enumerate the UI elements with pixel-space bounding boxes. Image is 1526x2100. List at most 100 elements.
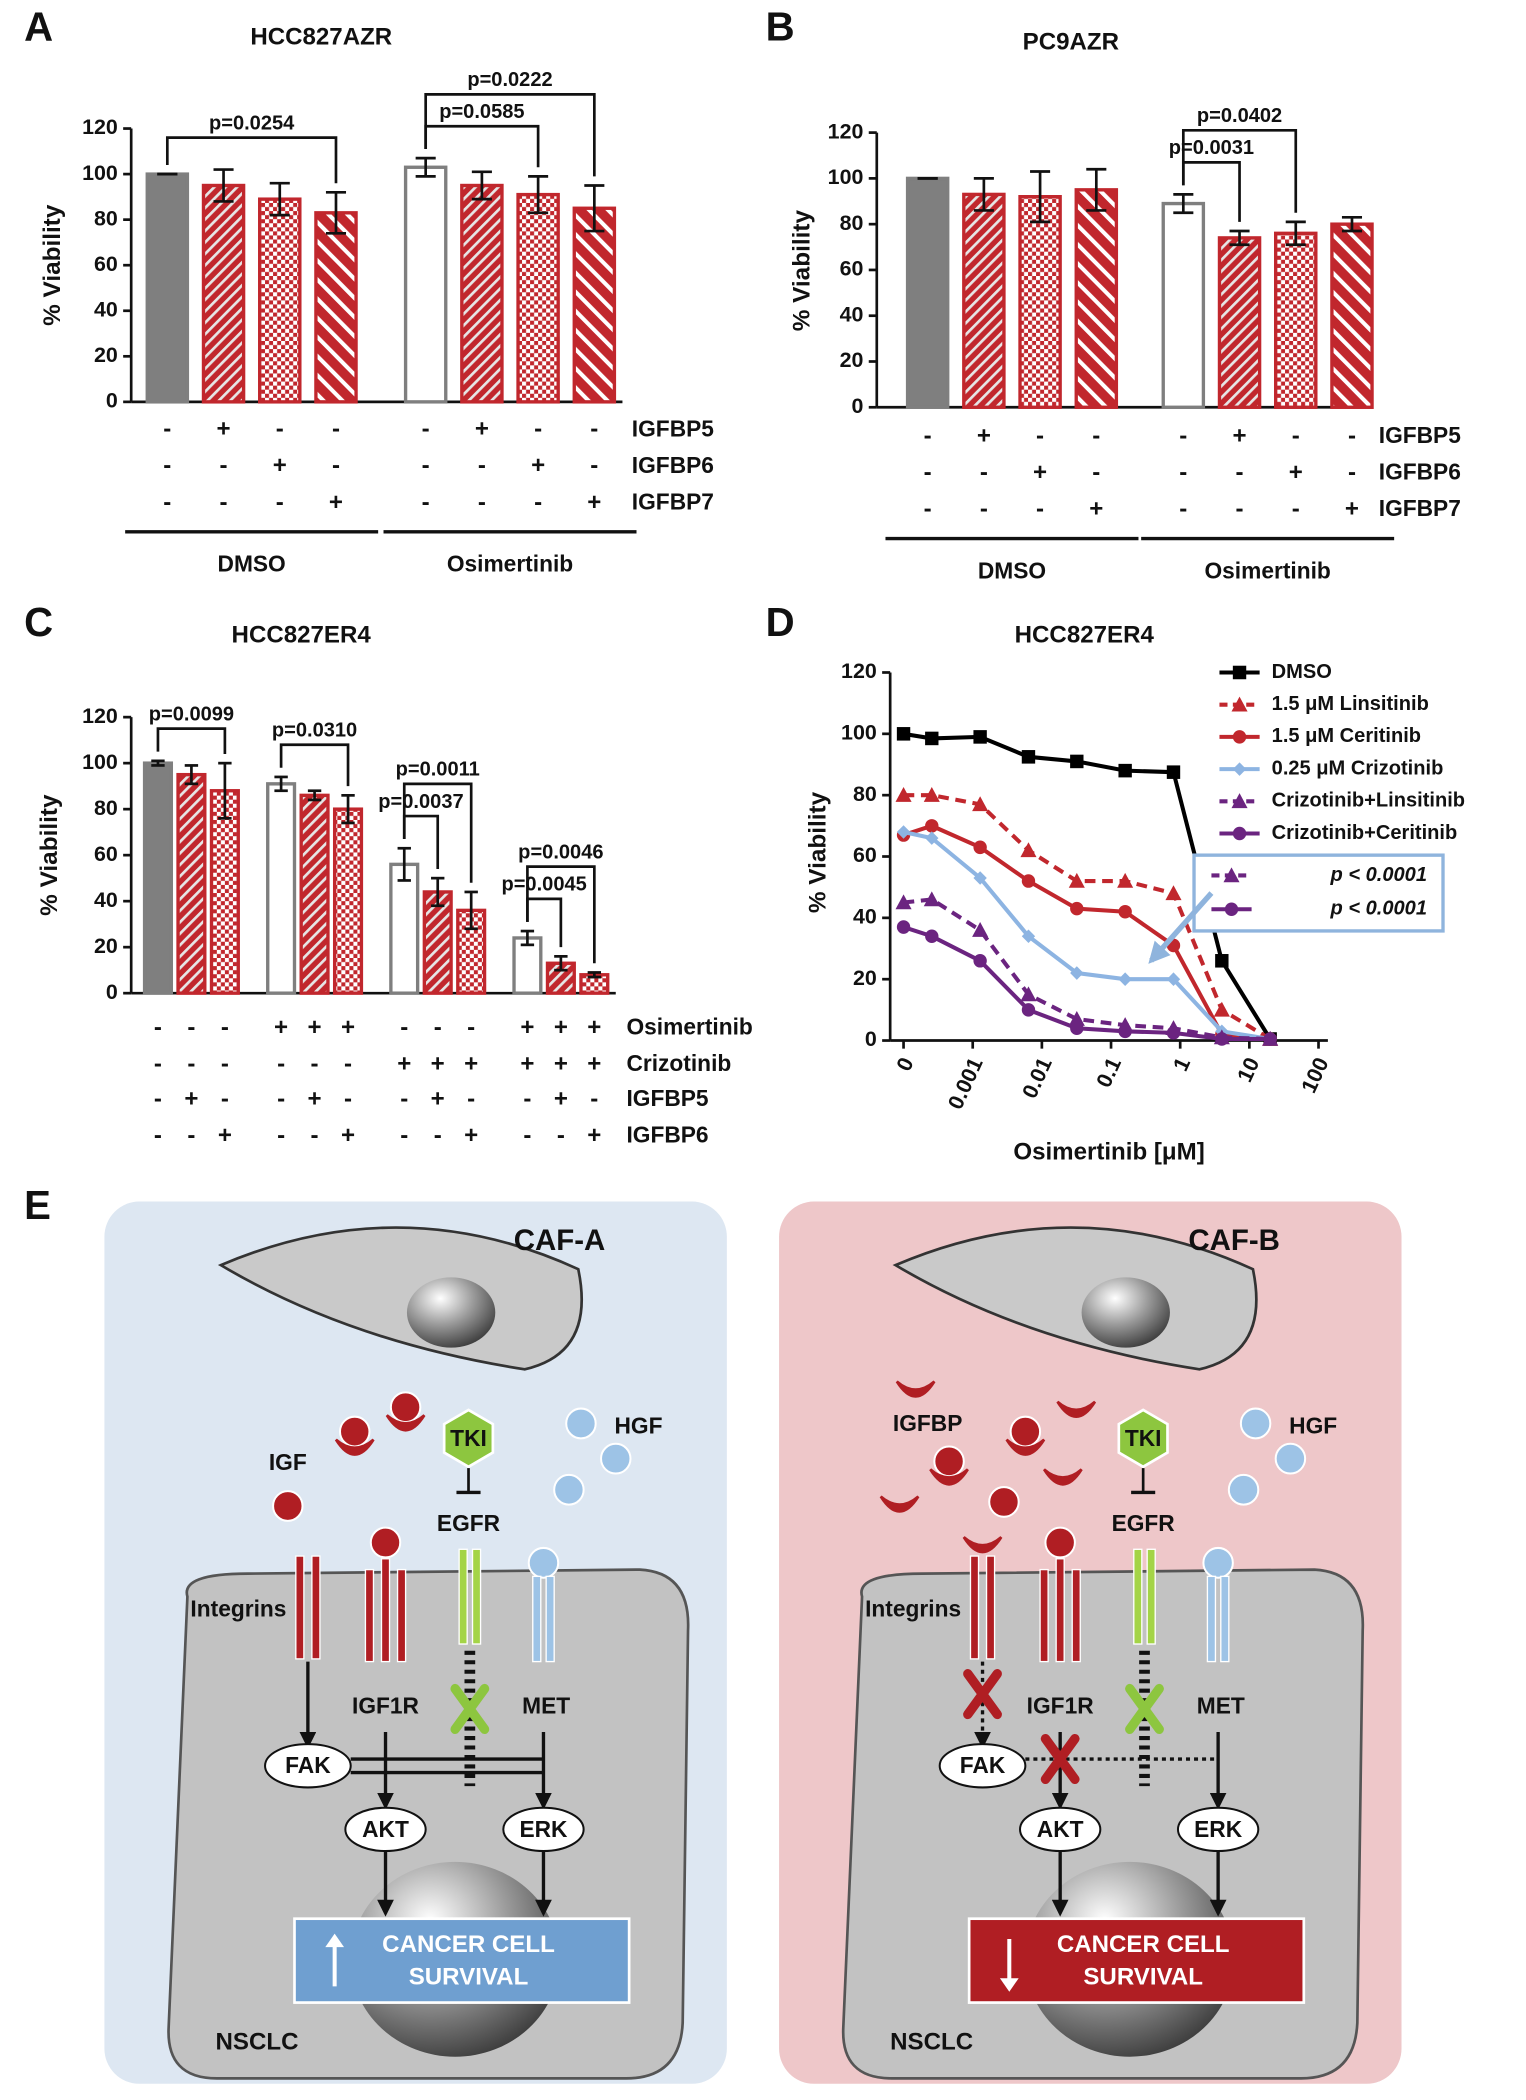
y-tick-label: 60 bbox=[94, 252, 118, 276]
marker bbox=[925, 831, 939, 845]
marker bbox=[1215, 1032, 1229, 1046]
survival-arrowhead bbox=[999, 1978, 1019, 1992]
tki-hexagon bbox=[442, 1408, 495, 1469]
condition-sign: - bbox=[163, 452, 171, 479]
egfr-label: EGFR bbox=[1112, 1510, 1176, 1536]
caf-cell bbox=[892, 1226, 1258, 1371]
p-value: p=0.0037 bbox=[378, 791, 463, 813]
x-tick-label: 0.001 bbox=[943, 1054, 987, 1113]
error-bar bbox=[184, 764, 199, 786]
panel-label: D bbox=[766, 599, 795, 645]
cell-label: NSCLC bbox=[216, 2028, 299, 2055]
y-tick-label: 100 bbox=[82, 750, 118, 774]
condition-sign: + bbox=[217, 416, 231, 443]
y-tick-label: 20 bbox=[94, 934, 118, 958]
error-bar bbox=[218, 761, 232, 820]
y-axis-label: % Viability bbox=[789, 209, 816, 331]
condition-sign: - bbox=[534, 416, 542, 443]
marker bbox=[972, 921, 989, 937]
significance-bracket: p=0.0222 bbox=[424, 69, 596, 177]
bar bbox=[403, 165, 448, 404]
condition-sign: - bbox=[422, 489, 430, 516]
igfbp bbox=[334, 1438, 375, 1456]
x-tick-label: 10 bbox=[1233, 1054, 1265, 1086]
panel-label: E bbox=[24, 1182, 51, 1228]
integrins-label: Integrins bbox=[865, 1595, 961, 1621]
condition-sign: - bbox=[332, 416, 340, 443]
bar bbox=[266, 782, 297, 995]
condition-sign: - bbox=[163, 489, 171, 516]
condition-sign: - bbox=[478, 489, 486, 516]
condition-sign: - bbox=[924, 422, 932, 449]
survival-box bbox=[967, 1917, 1306, 2004]
error-bar bbox=[528, 175, 549, 215]
condition-sign: - bbox=[187, 1050, 195, 1077]
bar bbox=[209, 789, 240, 995]
igfbp-label: IGFBP bbox=[893, 1410, 962, 1436]
x-axis-label: Osimertinib [μM] bbox=[1013, 1138, 1204, 1165]
receptor bbox=[1133, 1548, 1143, 1645]
erk-label: ERK bbox=[1194, 1816, 1242, 1842]
condition-sign: - bbox=[154, 1122, 162, 1149]
marker bbox=[1118, 1024, 1132, 1039]
condition-sign: + bbox=[273, 452, 287, 479]
condition-sign: - bbox=[924, 495, 932, 522]
marker bbox=[1166, 1026, 1181, 1040]
legend-label: Crizotinib+Ceritinib bbox=[1272, 822, 1458, 844]
condition-sign: - bbox=[400, 1085, 408, 1112]
condition-sign: - bbox=[220, 452, 228, 479]
condition-sign: + bbox=[1033, 459, 1047, 486]
survival-label: CANCER CELL bbox=[382, 1931, 555, 1958]
met-label: MET bbox=[522, 1693, 570, 1719]
condition-sign: + bbox=[520, 1014, 534, 1041]
p-value: p=0.0011 bbox=[396, 759, 480, 781]
y-tick-label: 20 bbox=[94, 343, 118, 367]
marker bbox=[972, 796, 989, 812]
p-value: p=0.0046 bbox=[518, 841, 603, 863]
error-bar bbox=[584, 184, 605, 233]
condition-sign: + bbox=[397, 1050, 411, 1077]
survival-box bbox=[293, 1917, 631, 2004]
significance-bracket: p=0.0585 bbox=[424, 101, 540, 168]
condition-sign: - bbox=[1236, 495, 1244, 522]
legend-label: Crizotinib+Linsitinib bbox=[1272, 790, 1465, 812]
error-bar bbox=[471, 170, 492, 201]
ligand bbox=[553, 1473, 585, 1506]
ligand bbox=[600, 1442, 632, 1475]
block-x bbox=[1125, 1683, 1164, 1734]
condition-sign: - bbox=[187, 1014, 195, 1041]
condition-sign: - bbox=[311, 1050, 319, 1077]
condition-sign: - bbox=[534, 489, 542, 516]
erk-label: ERK bbox=[519, 1816, 567, 1842]
condition-sign: + bbox=[1289, 459, 1303, 486]
bar bbox=[1161, 201, 1206, 409]
bracket bbox=[156, 727, 227, 754]
ligand bbox=[1227, 1473, 1260, 1506]
y-tick-label: 60 bbox=[853, 843, 877, 867]
condition-sign: - bbox=[1036, 495, 1044, 522]
condition-sign: - bbox=[276, 489, 284, 516]
caf-title: CAF-A bbox=[514, 1224, 606, 1257]
marker bbox=[1231, 793, 1248, 809]
igfbp bbox=[1042, 1468, 1083, 1486]
receptor bbox=[1220, 1575, 1230, 1663]
x-tick-label: 0.1 bbox=[1092, 1054, 1126, 1091]
marker bbox=[895, 894, 912, 910]
egfr-label: EGFR bbox=[437, 1510, 501, 1536]
p-value: p=0.0222 bbox=[467, 69, 552, 91]
receptor bbox=[545, 1575, 555, 1663]
marker bbox=[1118, 972, 1132, 986]
y-tick-label: 80 bbox=[853, 782, 877, 806]
igfbp bbox=[879, 1495, 920, 1513]
marker bbox=[1232, 826, 1247, 841]
condition-sign: - bbox=[1348, 422, 1356, 449]
marker bbox=[1021, 874, 1036, 888]
group-label: DMSO bbox=[218, 551, 286, 577]
bar bbox=[201, 183, 246, 404]
condition-sign: - bbox=[276, 416, 284, 443]
bar bbox=[142, 761, 174, 995]
marker bbox=[1263, 1032, 1277, 1046]
bar bbox=[145, 172, 190, 404]
p-value: p=0.0402 bbox=[1197, 105, 1282, 127]
annotation-label: p < 0.0001 bbox=[1330, 864, 1427, 886]
